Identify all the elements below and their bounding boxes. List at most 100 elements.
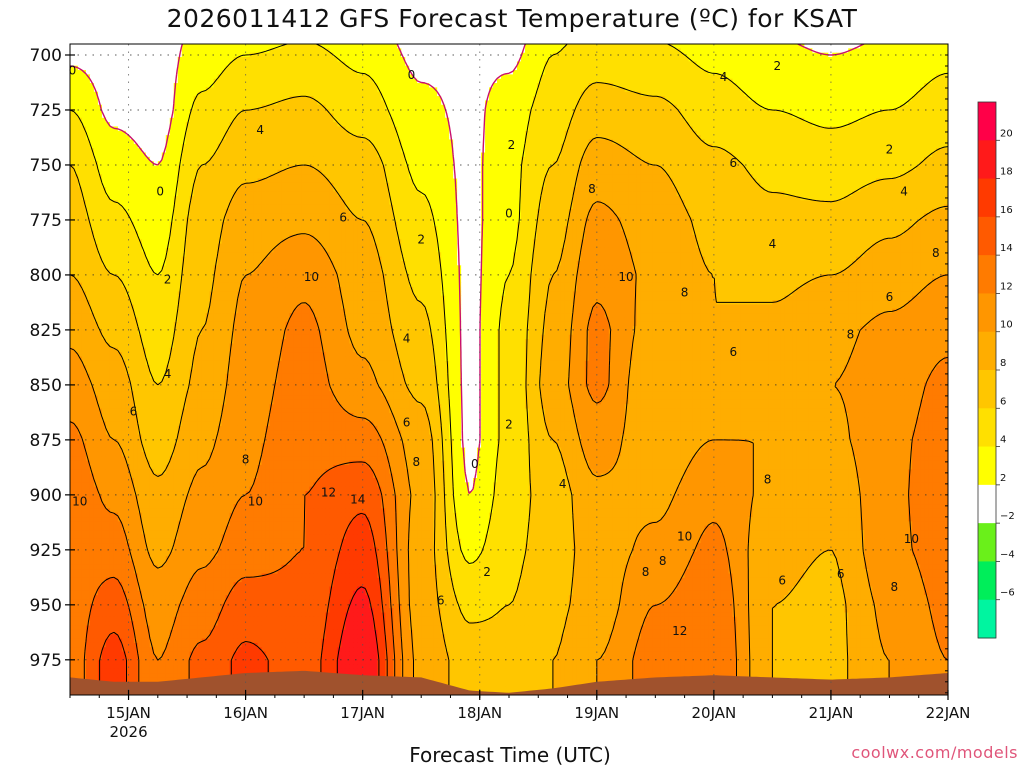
field-cell xyxy=(317,57,322,62)
field-cell xyxy=(629,48,634,53)
field-cell xyxy=(601,61,606,66)
field-cell xyxy=(234,44,239,49)
field-cell xyxy=(493,44,498,49)
field-cell xyxy=(744,44,749,49)
field-cell xyxy=(377,48,382,53)
field-cell xyxy=(760,57,765,62)
field-cell xyxy=(725,53,730,58)
field-cell xyxy=(940,44,945,49)
field-cell xyxy=(896,61,901,66)
field-cell xyxy=(214,44,219,49)
field-cell xyxy=(206,66,211,71)
field-cell xyxy=(872,48,877,53)
field-cell xyxy=(553,61,558,66)
field-cell xyxy=(629,57,634,62)
field-cell xyxy=(740,61,745,66)
field-cell xyxy=(481,57,486,62)
field-cell xyxy=(585,61,590,66)
field-cell xyxy=(705,61,710,66)
field-cell xyxy=(122,57,127,62)
field-cell xyxy=(593,61,598,66)
field-cell xyxy=(373,66,378,71)
field-cell xyxy=(222,44,227,49)
field-cell xyxy=(150,61,155,66)
field-cell xyxy=(780,48,785,53)
field-cell xyxy=(513,57,518,62)
field-cell xyxy=(278,61,283,66)
field-cell xyxy=(629,44,634,49)
field-cell xyxy=(453,44,458,49)
field-cell xyxy=(162,61,167,66)
field-cell xyxy=(329,44,334,49)
field-cell xyxy=(341,66,346,71)
field-cell xyxy=(649,61,654,66)
field-cell xyxy=(377,57,382,62)
field-cell xyxy=(764,44,769,49)
field-cell xyxy=(198,57,203,62)
field-cell xyxy=(262,57,267,62)
field-cell xyxy=(820,44,825,49)
field-cell xyxy=(182,61,187,66)
field-cell xyxy=(102,48,107,53)
field-cell xyxy=(441,61,446,66)
field-cell xyxy=(641,57,646,62)
field-cell xyxy=(912,53,917,58)
field-cell xyxy=(190,44,195,49)
field-cell xyxy=(860,48,865,53)
field-cell xyxy=(182,66,187,71)
field-cell xyxy=(341,57,346,62)
field-cell xyxy=(736,44,741,49)
field-cell xyxy=(497,57,502,62)
field-cell xyxy=(940,48,945,53)
field-cell xyxy=(297,44,302,49)
field-cell xyxy=(214,53,219,58)
field-cell xyxy=(102,44,107,49)
field-cell xyxy=(880,57,885,62)
field-cell xyxy=(661,44,666,49)
field-cell xyxy=(194,57,199,62)
field-cell xyxy=(760,61,765,66)
field-cell xyxy=(353,66,358,71)
field-cell xyxy=(896,48,901,53)
field-cell xyxy=(864,48,869,53)
field-cell xyxy=(110,66,115,71)
field-cell xyxy=(134,66,139,71)
field-cell xyxy=(437,48,442,53)
field-cell xyxy=(732,61,737,66)
field-cell xyxy=(892,61,897,66)
field-cell xyxy=(760,48,765,53)
field-cell xyxy=(90,57,95,62)
field-cell xyxy=(908,44,913,49)
field-cell xyxy=(290,53,295,58)
field-cell xyxy=(884,48,889,53)
field-cell xyxy=(868,53,873,58)
field-cell xyxy=(736,48,741,53)
field-cell xyxy=(106,61,111,66)
field-cell xyxy=(928,44,933,49)
field-cell xyxy=(924,44,929,49)
field-cell xyxy=(744,61,749,66)
field-cell xyxy=(114,48,119,53)
field-cell xyxy=(529,53,534,58)
field-cell xyxy=(729,44,734,49)
field-cell xyxy=(701,61,706,66)
field-cell xyxy=(274,53,279,58)
field-cell xyxy=(186,48,191,53)
field-cell xyxy=(653,61,658,66)
field-cell xyxy=(86,44,91,49)
field-cell xyxy=(868,57,873,62)
field-cell xyxy=(581,44,586,49)
chart-canvas: 0024610461081012 140246860220248108464261… xyxy=(0,0,1024,768)
field-cell xyxy=(705,48,710,53)
field-cell xyxy=(581,57,586,62)
field-cell xyxy=(816,57,821,62)
field-cell xyxy=(828,61,833,66)
field-cell xyxy=(449,57,454,62)
field-cell xyxy=(609,48,614,53)
field-cell xyxy=(86,61,91,66)
field-cell xyxy=(860,61,865,66)
field-cell xyxy=(629,61,634,66)
field-cell xyxy=(617,57,622,62)
field-cell xyxy=(258,44,263,49)
field-cell xyxy=(932,48,937,53)
